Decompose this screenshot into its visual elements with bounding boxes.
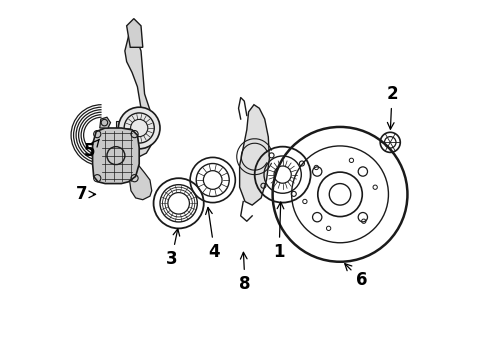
Text: 3: 3 <box>166 229 180 268</box>
Polygon shape <box>93 128 139 184</box>
Text: 8: 8 <box>239 252 251 293</box>
Polygon shape <box>125 37 153 157</box>
Polygon shape <box>116 121 125 135</box>
Polygon shape <box>100 117 111 128</box>
Text: 1: 1 <box>273 202 285 261</box>
Polygon shape <box>129 153 152 200</box>
Text: 4: 4 <box>206 207 220 261</box>
Circle shape <box>119 107 160 149</box>
Text: 7: 7 <box>76 185 96 203</box>
Text: 5: 5 <box>83 139 99 160</box>
Text: 2: 2 <box>386 85 398 129</box>
Text: 6: 6 <box>345 264 368 289</box>
Polygon shape <box>126 19 143 47</box>
Polygon shape <box>240 105 270 205</box>
